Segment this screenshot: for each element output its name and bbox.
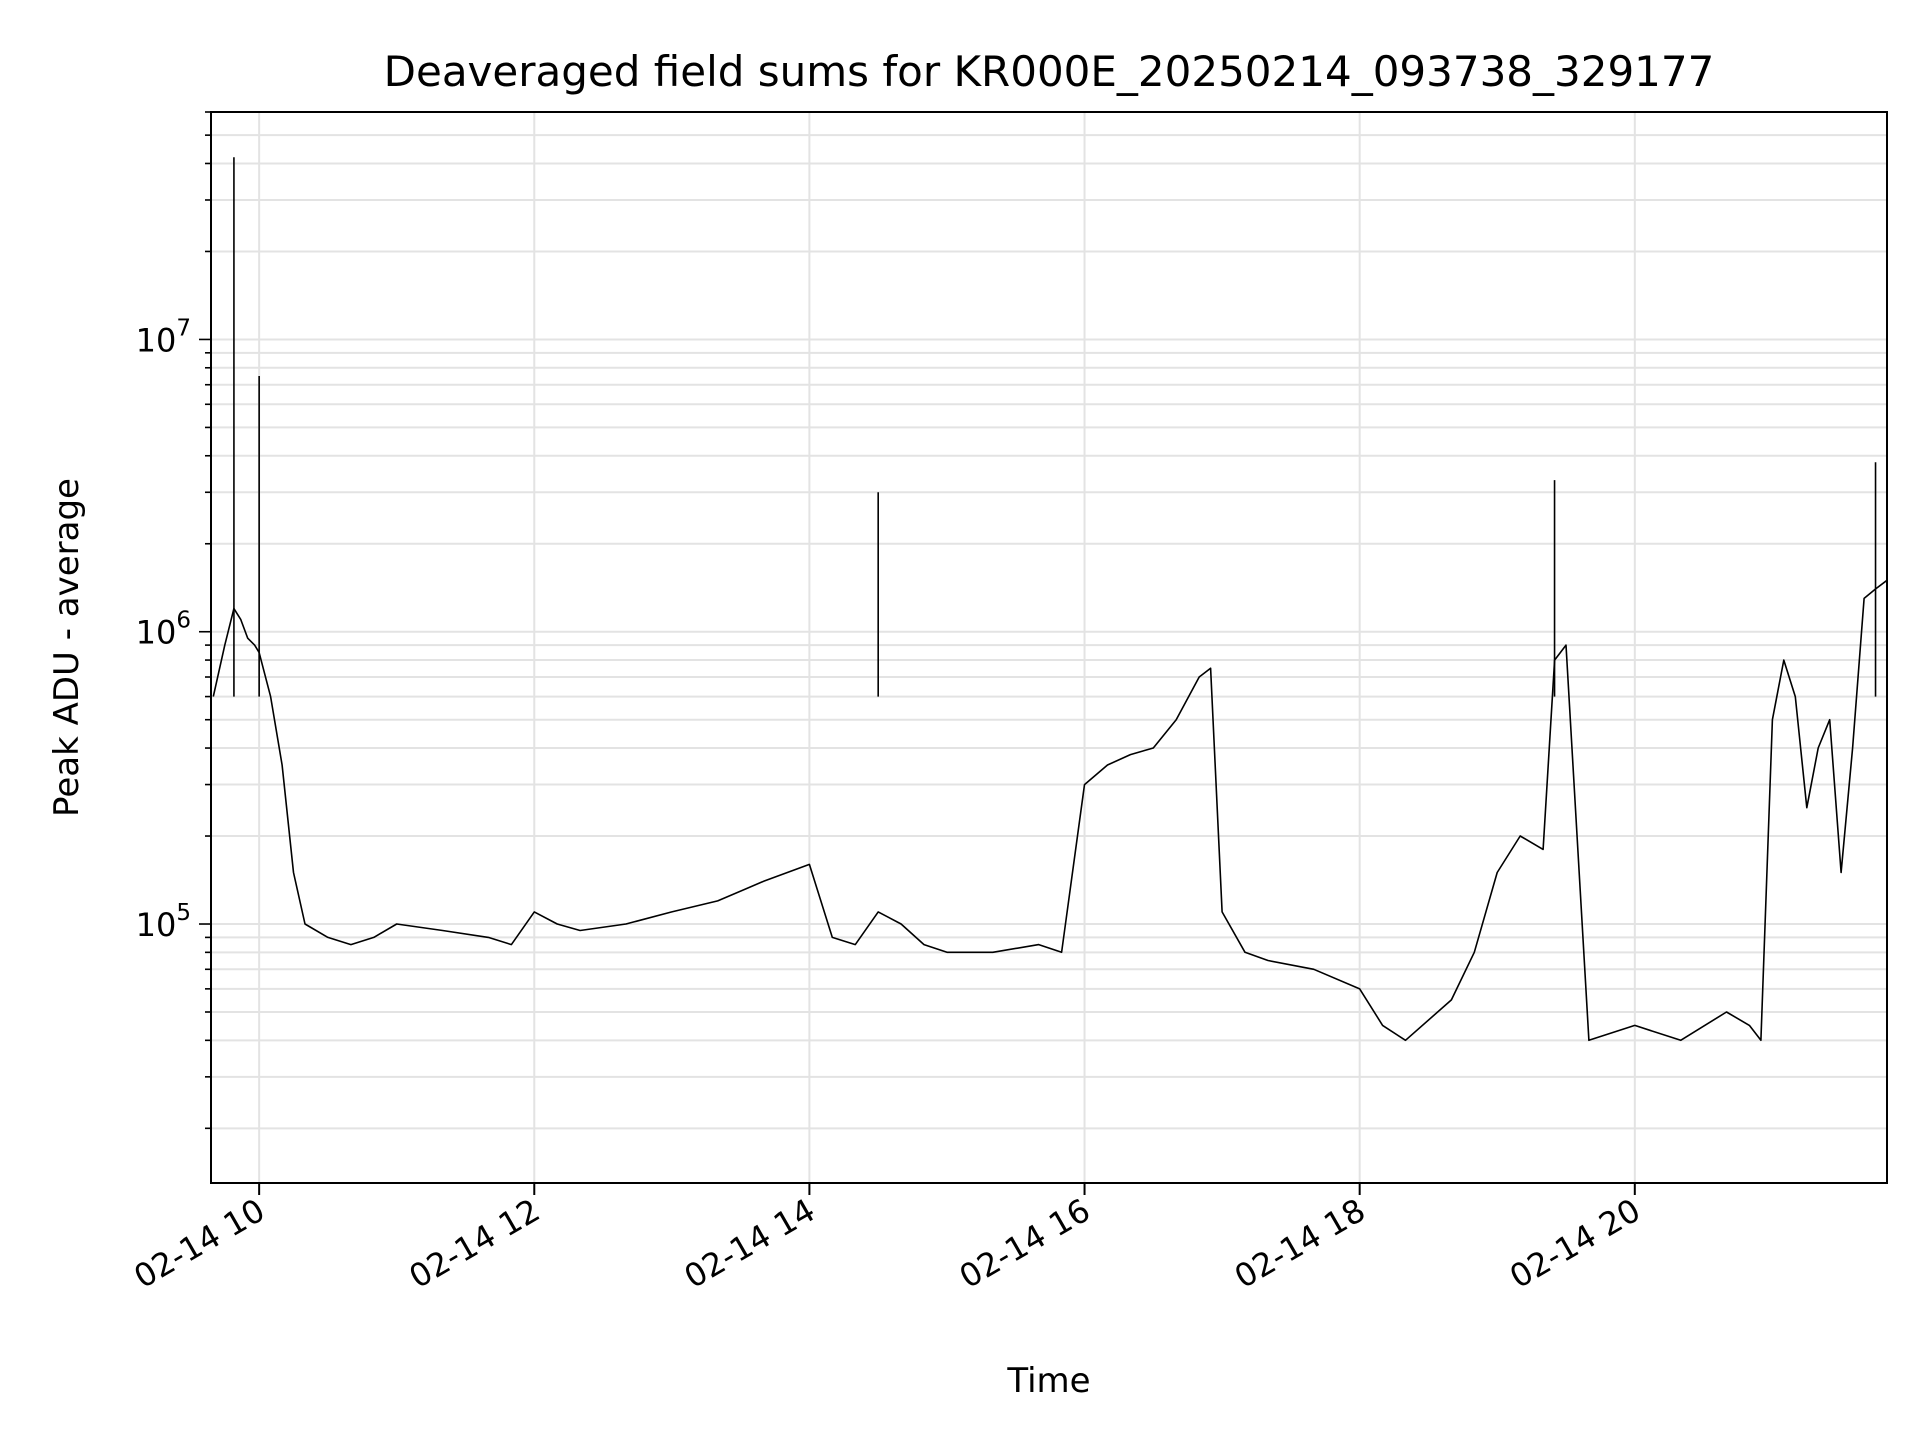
plot-frame — [210, 111, 1888, 1184]
y-tick-exponent: 6 — [176, 608, 191, 634]
y-tick-label: 106 — [136, 608, 191, 652]
y-tick-base: 10 — [136, 906, 177, 944]
y-axis-label: Peak ADU - average — [47, 478, 87, 817]
y-tick-base: 10 — [136, 614, 177, 652]
y-tick-label: 105 — [136, 900, 191, 944]
y-tick-base: 10 — [136, 321, 177, 359]
y-tick-exponent: 7 — [176, 315, 191, 341]
series-line-group — [212, 157, 1888, 1042]
y-tick-label: 107 — [136, 315, 191, 359]
x-axis-label: Time — [1006, 1361, 1090, 1401]
chart-title: Deaveraged field sums for KR000E_2025021… — [384, 47, 1715, 96]
series-line — [212, 579, 1888, 1042]
y-tick-exponent: 5 — [176, 900, 191, 926]
grid-lines — [211, 111, 1887, 1183]
